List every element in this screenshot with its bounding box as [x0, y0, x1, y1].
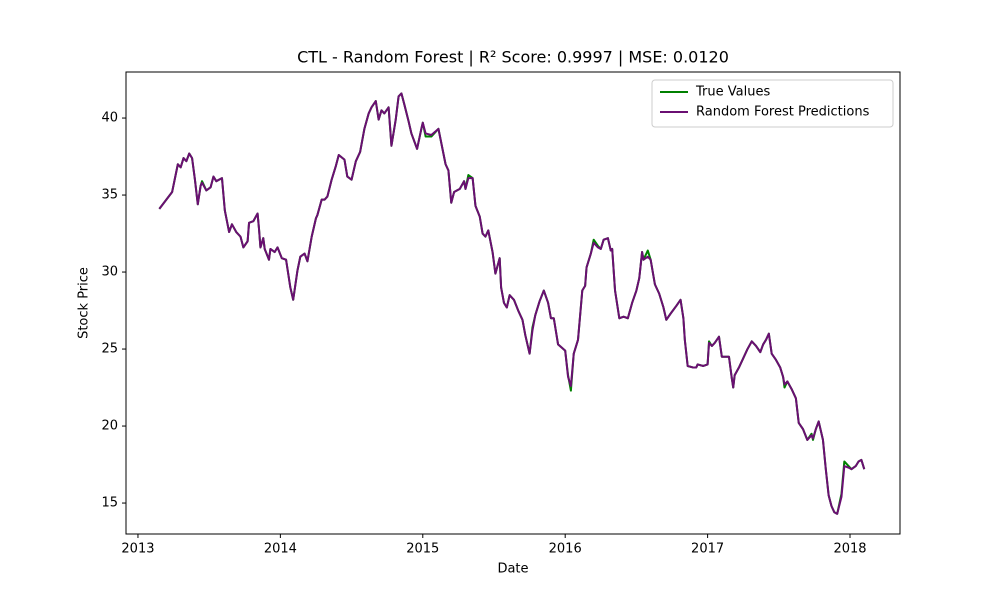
x-tick-label: 2018	[833, 542, 866, 557]
series-line	[158, 92, 866, 515]
x-tick-label: 2013	[121, 542, 154, 557]
y-tick-label: 40	[101, 111, 118, 126]
legend-box	[651, 79, 894, 128]
x-tick-label: 2017	[691, 542, 724, 557]
y-tick-label: 20	[101, 419, 118, 434]
y-axis-label: Stock Price	[77, 267, 92, 339]
legend-label: Random Forest Predictions	[696, 105, 870, 120]
legend-label: True Values	[695, 85, 770, 100]
y-tick-label: 15	[101, 496, 118, 511]
x-tick-label: 2015	[406, 542, 439, 557]
chart-title: CTL - Random Forest | R² Score: 0.9997 |…	[297, 48, 729, 67]
y-tick-label: 25	[101, 342, 118, 357]
y-tick-label: 35	[101, 188, 118, 203]
x-axis-label: Date	[497, 562, 528, 577]
plot-frame	[125, 71, 901, 535]
x-tick-label: 2016	[549, 542, 582, 557]
x-tick-label: 2014	[264, 542, 297, 557]
y-tick-label: 30	[101, 265, 118, 280]
